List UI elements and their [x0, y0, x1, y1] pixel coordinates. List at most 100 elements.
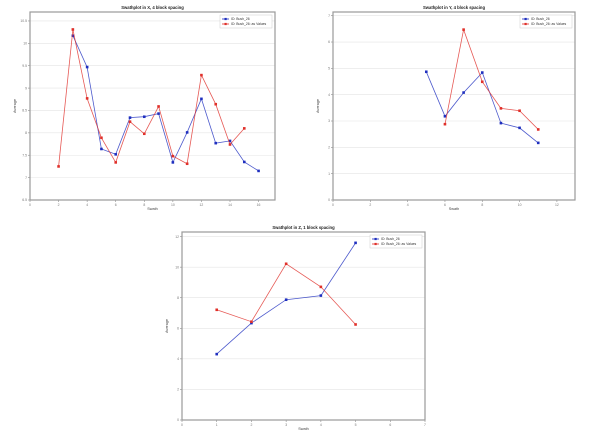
y-tick-label: 0: [177, 418, 179, 422]
data-point: [114, 161, 118, 164]
y-tick-label: 1: [328, 172, 330, 176]
x-tick-label: 0: [332, 203, 334, 207]
data-point: [215, 352, 219, 356]
data-point: [480, 71, 484, 74]
y-tick-label: 7: [328, 14, 330, 18]
x-tick-label: 14: [228, 203, 232, 207]
data-point: [100, 147, 103, 151]
y-tick-label: 8: [25, 131, 27, 135]
legend-label: ID: Bush_26: as Values: [531, 22, 566, 26]
data-point: [185, 131, 189, 134]
series-line: [58, 29, 245, 167]
data-point: [499, 107, 503, 110]
legend-label: ID: Bush_26: as Values: [381, 242, 416, 246]
y-axis-label: Average: [316, 99, 320, 113]
data-point: [250, 320, 253, 324]
x-tick-label: 0: [181, 423, 183, 427]
data-point: [214, 141, 218, 145]
x-tick-label: 2: [369, 203, 371, 207]
legend-marker: [224, 17, 227, 21]
data-point: [319, 294, 323, 297]
y-tick-label: 4: [328, 93, 330, 97]
data-point: [518, 126, 521, 130]
x-tick-label: 16: [257, 203, 261, 207]
x-tick-label: 8: [143, 203, 145, 207]
data-point: [242, 127, 246, 130]
y-tick-label: 6: [328, 40, 330, 44]
data-point: [518, 109, 521, 113]
y-tick-label: 10: [175, 265, 179, 269]
plot-frame: [332, 11, 576, 201]
y-tick-label: 8.5: [22, 109, 27, 113]
data-point: [200, 73, 203, 77]
data-point: [536, 128, 540, 131]
data-point: [284, 298, 288, 302]
plot-frame: [181, 231, 426, 421]
data-point: [71, 34, 75, 38]
data-point: [354, 241, 357, 245]
chart-1: 6.5 7 7.5 8 8.5 9 9.5 10 10.5 0 2 4 6 8 10 12 14 16 Swathp…: [13, 5, 276, 211]
series-line: [72, 35, 259, 172]
y-tick-label: 2: [328, 146, 330, 150]
x-tick-label: 6: [115, 203, 117, 207]
data-point: [128, 116, 132, 119]
x-tick-label: 4: [86, 203, 88, 207]
y-tick-label: 4: [177, 357, 179, 361]
x-tick-label: 8: [481, 203, 483, 207]
y-tick-label: 2: [177, 388, 179, 392]
y-tick-label: 0: [328, 198, 330, 202]
y-tick-label: 3: [328, 119, 330, 123]
y-tick-label: 10.5: [20, 19, 27, 23]
y-tick-label: 8: [177, 296, 179, 300]
y-tick-label: 7: [25, 176, 27, 180]
y-axis-label: Average: [13, 99, 17, 113]
x-tick-label: 12: [200, 203, 204, 207]
chart-title: Swathplot in Y, 4 block spacing: [423, 5, 485, 10]
data-point: [128, 120, 132, 123]
x-tick-label: 12: [555, 203, 559, 207]
data-point: [499, 121, 503, 125]
data-point: [185, 162, 189, 166]
data-point: [100, 136, 103, 140]
x-tick-label: 2: [58, 203, 60, 207]
y-axis-label: Average: [165, 319, 169, 333]
legend-marker: [524, 17, 527, 21]
legend-label: ID: Bush_26: [381, 237, 400, 241]
series-1: [71, 34, 260, 173]
legend-box: [369, 234, 423, 249]
x-tick-label: 4: [407, 203, 409, 207]
series-2: [57, 28, 246, 168]
legend-label: ID: Bush_26: [231, 17, 250, 21]
data-point: [114, 153, 118, 156]
x-axis-label: Swath: [147, 207, 158, 211]
series-2: [443, 28, 540, 131]
data-point: [157, 105, 160, 108]
data-point: [354, 323, 357, 326]
data-point: [284, 262, 288, 266]
data-point: [57, 165, 60, 168]
series-line: [444, 28, 539, 130]
data-point: [215, 308, 219, 312]
data-point: [462, 91, 465, 94]
data-point: [157, 112, 160, 115]
y-tick-label: 6: [177, 326, 179, 330]
data-point: [319, 285, 323, 289]
y-tick-label: 10: [23, 42, 27, 46]
data-point: [443, 114, 447, 118]
legend-marker: [374, 237, 377, 241]
x-tick-label: 2: [250, 423, 252, 427]
legend-marker: [374, 242, 377, 246]
data-point: [424, 70, 428, 74]
data-point: [228, 143, 232, 146]
legend-box: [219, 14, 273, 29]
data-point: [142, 115, 146, 119]
x-axis-label: Swath: [298, 427, 309, 431]
data-point: [257, 169, 260, 173]
legend-label: ID: Bush_26: as Values: [231, 22, 266, 26]
data-point: [85, 65, 89, 69]
x-tick-label: 10: [518, 203, 522, 207]
x-tick-label: 5: [355, 423, 357, 427]
